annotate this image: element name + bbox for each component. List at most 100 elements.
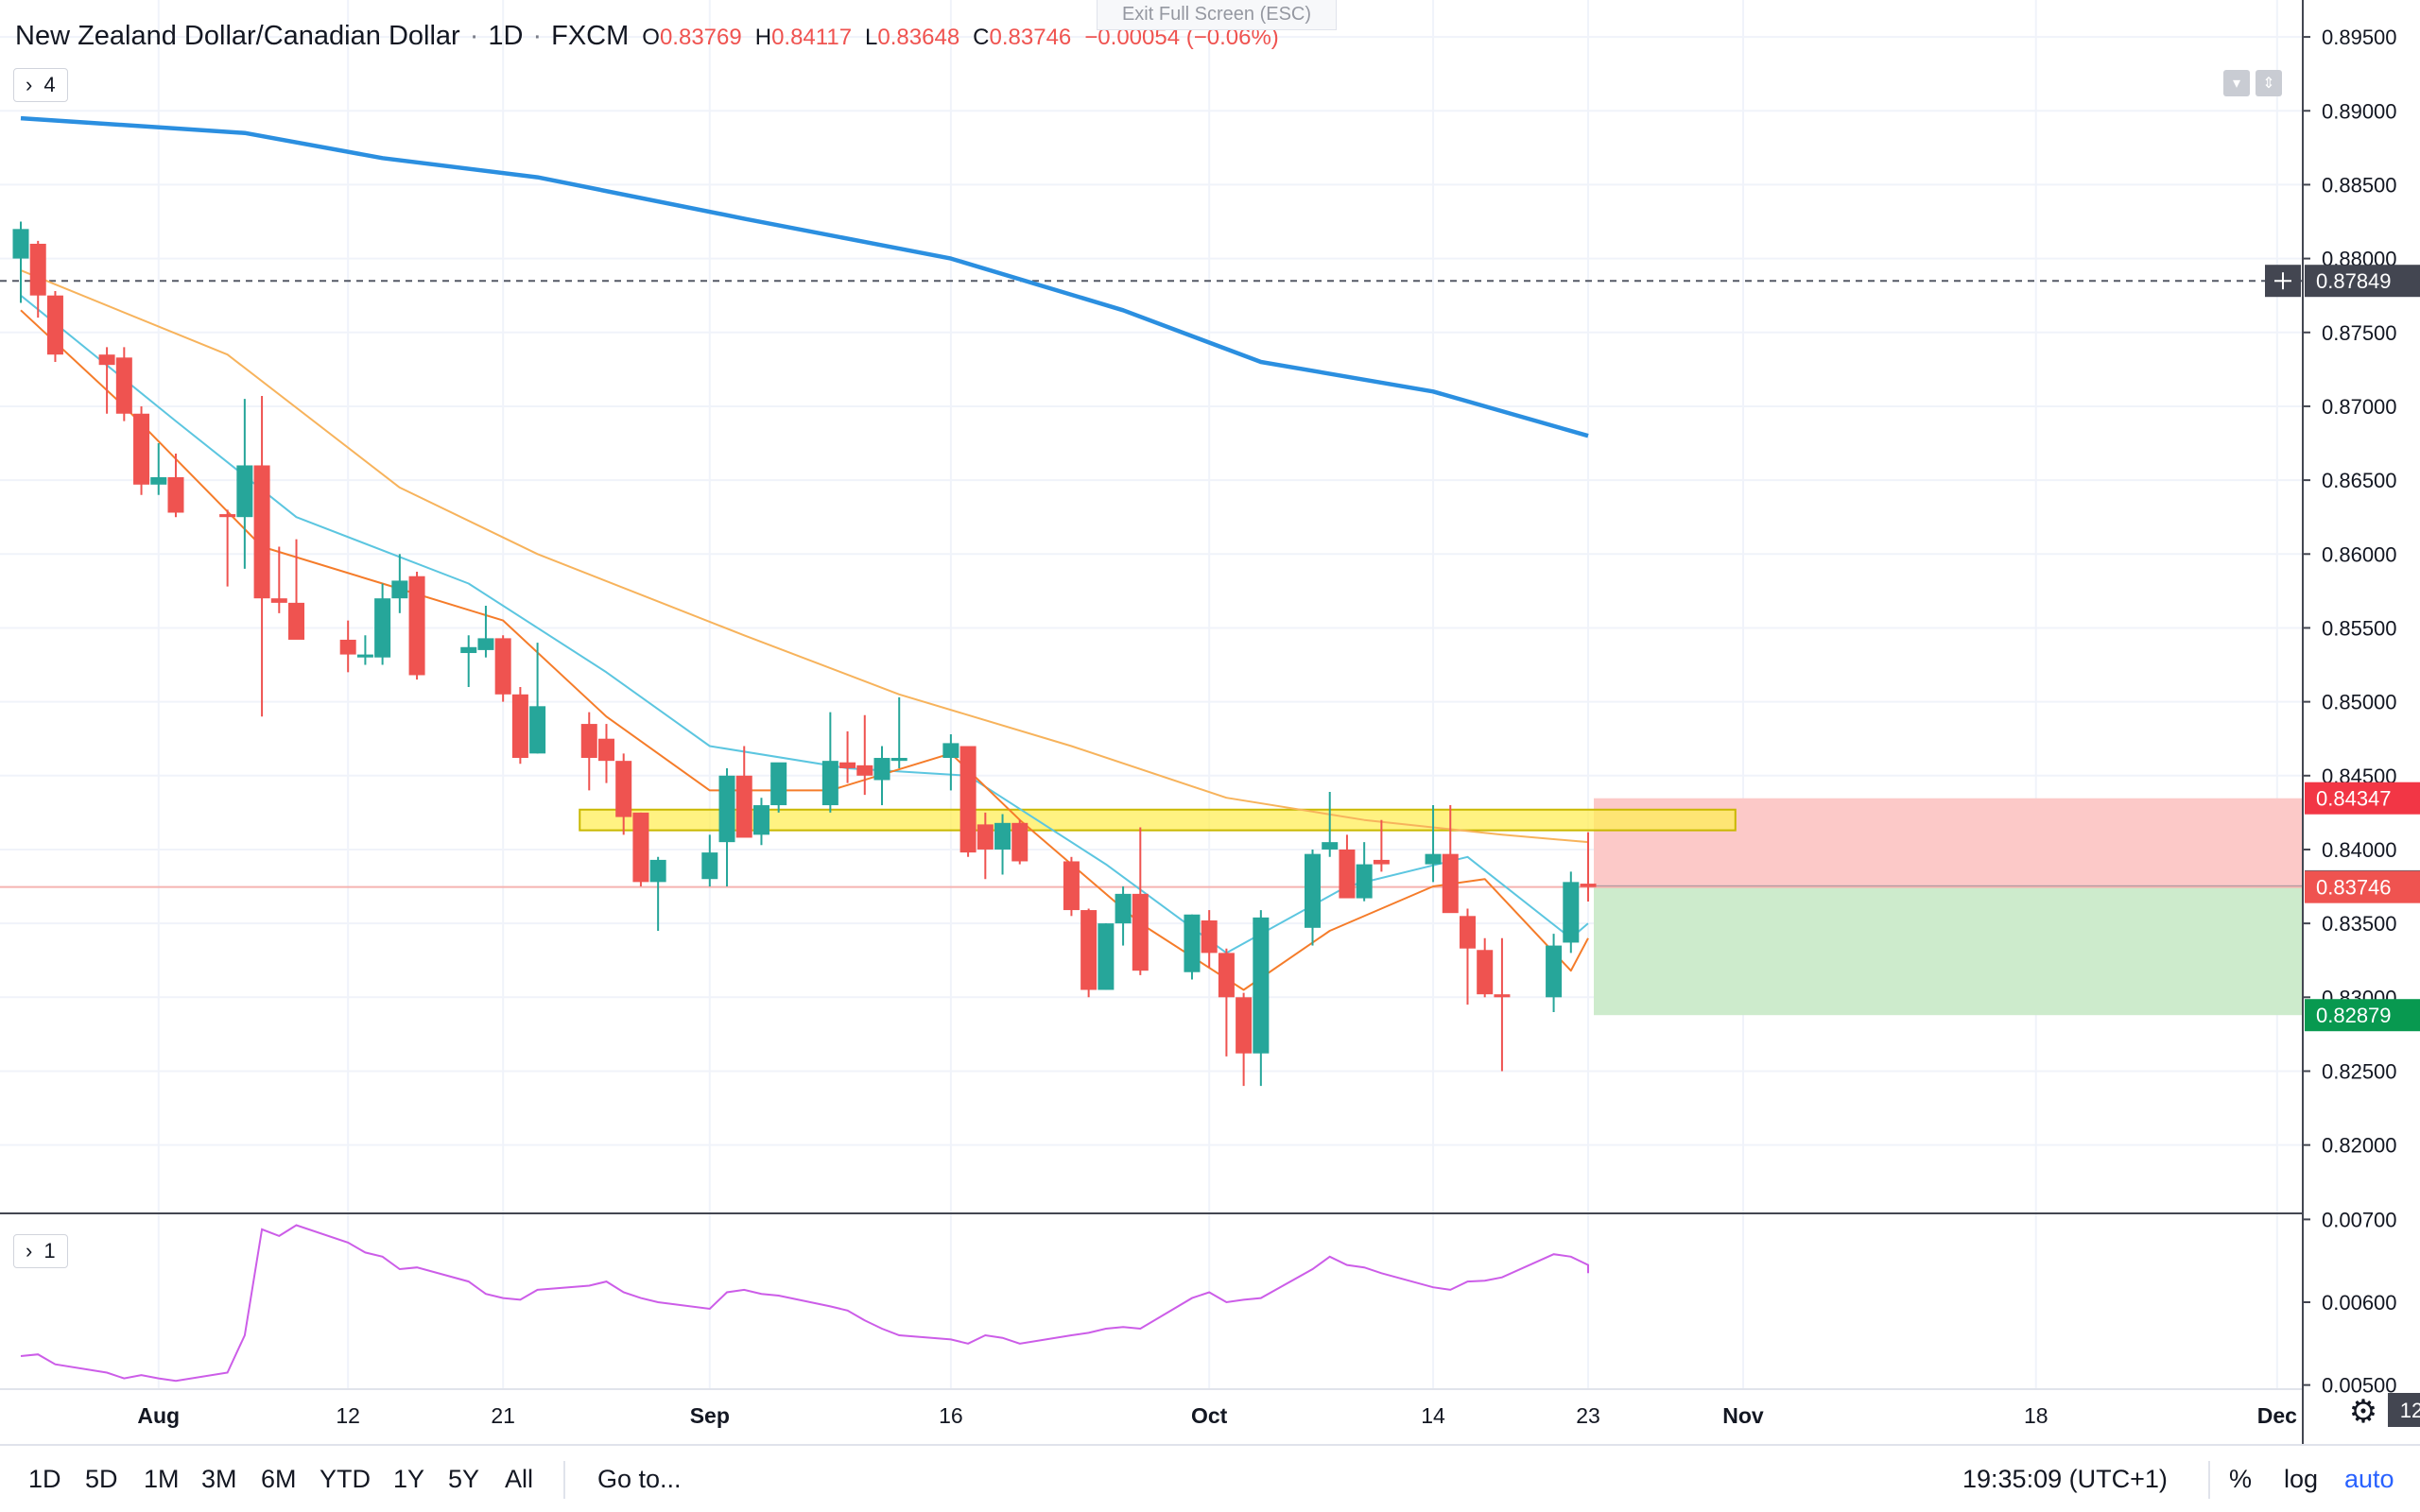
price-tick-label: 0.82000 [2322, 1134, 2397, 1158]
candle-body [1236, 997, 1253, 1054]
candle-body [770, 762, 787, 806]
time-tick-label: 18 [2024, 1403, 2048, 1428]
price-badge-target [2305, 999, 2420, 1032]
price-tick-label: 0.86500 [2322, 469, 2397, 492]
open-value: 0.83769 [659, 25, 742, 50]
time-tick-label: 16 [939, 1403, 963, 1428]
candle-body [959, 746, 977, 853]
take-profit-zone [1594, 885, 2303, 1016]
clock[interactable]: 19:35:09 (UTC+1) [1962, 1465, 2168, 1493]
bottom-toolbar: 1D 5D 1M 3M 6M YTD 1Y 5Y All Go to... 19… [0, 1444, 2420, 1512]
time-tick-label: 23 [1576, 1403, 1600, 1428]
candle-body [12, 229, 29, 259]
candle-body [236, 465, 253, 518]
annotations [0, 280, 2303, 1016]
chart-canvas[interactable]: 0.895000.890000.885000.880000.875000.870… [0, 0, 2420, 1444]
time-tick-label: 14 [1421, 1403, 1445, 1428]
candle-body [1115, 893, 1132, 924]
candle-body [1546, 945, 1563, 998]
time-tick-label: Sep [690, 1403, 730, 1428]
candle-body [1098, 923, 1115, 990]
candle-body [1132, 893, 1149, 971]
indicators-toggle[interactable]: › 4 [13, 68, 68, 102]
settings-gear-icon[interactable]: ⚙ [2348, 1394, 2378, 1430]
expand-updown-icon[interactable]: ⇕ [2256, 70, 2282, 96]
cursor-date-label: 12 Dec '19 [2400, 1399, 2420, 1422]
high-label: H [754, 25, 772, 50]
oscillator-line [20, 1224, 1589, 1383]
candle-body [356, 654, 373, 658]
sub-indicators-count: 1 [43, 1239, 56, 1263]
price-tick-label: 0.88500 [2322, 173, 2397, 197]
price-tick-label: 0.82500 [2322, 1059, 2397, 1083]
candle-body [752, 805, 769, 835]
symbol-header: New Zealand Dollar/Canadian Dollar · 1D … [15, 21, 1279, 52]
chevron-right-icon: › [26, 1239, 33, 1263]
close-value: 0.83746 [989, 25, 1072, 50]
goto-button[interactable]: Go to... [597, 1465, 682, 1493]
percent-toggle[interactable]: % [2229, 1465, 2253, 1493]
candle-body [1373, 859, 1390, 865]
toolbar-divider [2208, 1461, 2210, 1499]
range-all[interactable]: All [505, 1465, 534, 1493]
sub-indicators-toggle[interactable]: › 1 [13, 1234, 68, 1268]
candle-body [115, 357, 132, 414]
time-tick-label: Oct [1191, 1403, 1228, 1428]
time-axis[interactable]: Aug 12 21 Sep 16 Oct 14 23 Nov 18 Dec 12 Dec '19 [137, 1393, 2420, 1428]
candle-body [718, 775, 735, 843]
log-toggle[interactable]: log [2284, 1465, 2319, 1493]
candle-body [735, 775, 752, 838]
candle-body [1201, 920, 1218, 954]
price-axis[interactable]: 0.895000.890000.885000.880000.875000.870… [2265, 0, 2420, 1444]
collapse-down-icon[interactable]: ▾ [2223, 70, 2250, 96]
candle-body [977, 824, 994, 850]
candle-body [1011, 822, 1028, 862]
candle-body [253, 465, 270, 599]
candle-body [890, 758, 908, 762]
oscillator-pane [20, 1224, 1589, 1383]
candlesticks [12, 221, 1597, 1087]
candle-body [150, 476, 167, 485]
price-badge-label: 0.82879 [2316, 1004, 2392, 1027]
time-tick-label: Dec [2257, 1403, 2297, 1428]
exchange: FXCM [551, 21, 630, 51]
price-badge-stop [2305, 782, 2420, 815]
candle-body [219, 514, 236, 518]
candle-body [1563, 882, 1580, 943]
candle-body [1184, 914, 1201, 972]
candle-body [391, 580, 408, 599]
price-tick-label: 0.87500 [2322, 321, 2397, 345]
candle-body [460, 646, 477, 654]
range-ytd[interactable]: YTD [320, 1465, 371, 1493]
candle-body [580, 724, 597, 759]
interval[interactable]: 1D [488, 21, 524, 51]
range-6m[interactable]: 6M [261, 1465, 297, 1493]
oscillator-tick-label: 0.00600 [2322, 1291, 2397, 1314]
candle-body [873, 758, 890, 781]
candle-body [942, 743, 959, 759]
candle-body [408, 576, 425, 676]
header-separator: · [532, 21, 543, 51]
cursor-date-badge [2388, 1393, 2420, 1427]
range-5d[interactable]: 5D [85, 1465, 118, 1493]
candle-body [994, 822, 1011, 850]
candle-body [529, 706, 546, 754]
range-1m[interactable]: 1M [144, 1465, 180, 1493]
range-1d[interactable]: 1D [28, 1465, 61, 1493]
range-3m[interactable]: 3M [201, 1465, 237, 1493]
candle-body [46, 295, 63, 355]
candle-body [1080, 910, 1098, 990]
range-1y[interactable]: 1Y [393, 1465, 425, 1493]
time-tick-label: Aug [137, 1403, 180, 1428]
price-grid [0, 0, 2420, 1390]
high-value: 0.84117 [771, 25, 853, 50]
time-tick-label: 12 [336, 1403, 360, 1428]
range-5y[interactable]: 5Y [448, 1465, 480, 1493]
price-tick-label: 0.85000 [2322, 691, 2397, 714]
auto-toggle[interactable]: auto [2344, 1465, 2394, 1493]
resistance-zone [579, 808, 1737, 832]
candle-body [615, 761, 632, 817]
symbol-name[interactable]: New Zealand Dollar/Canadian Dollar [15, 21, 460, 51]
candle-body [339, 639, 356, 655]
exit-fullscreen-button[interactable]: Exit Full Screen (ESC) [1097, 0, 1337, 30]
